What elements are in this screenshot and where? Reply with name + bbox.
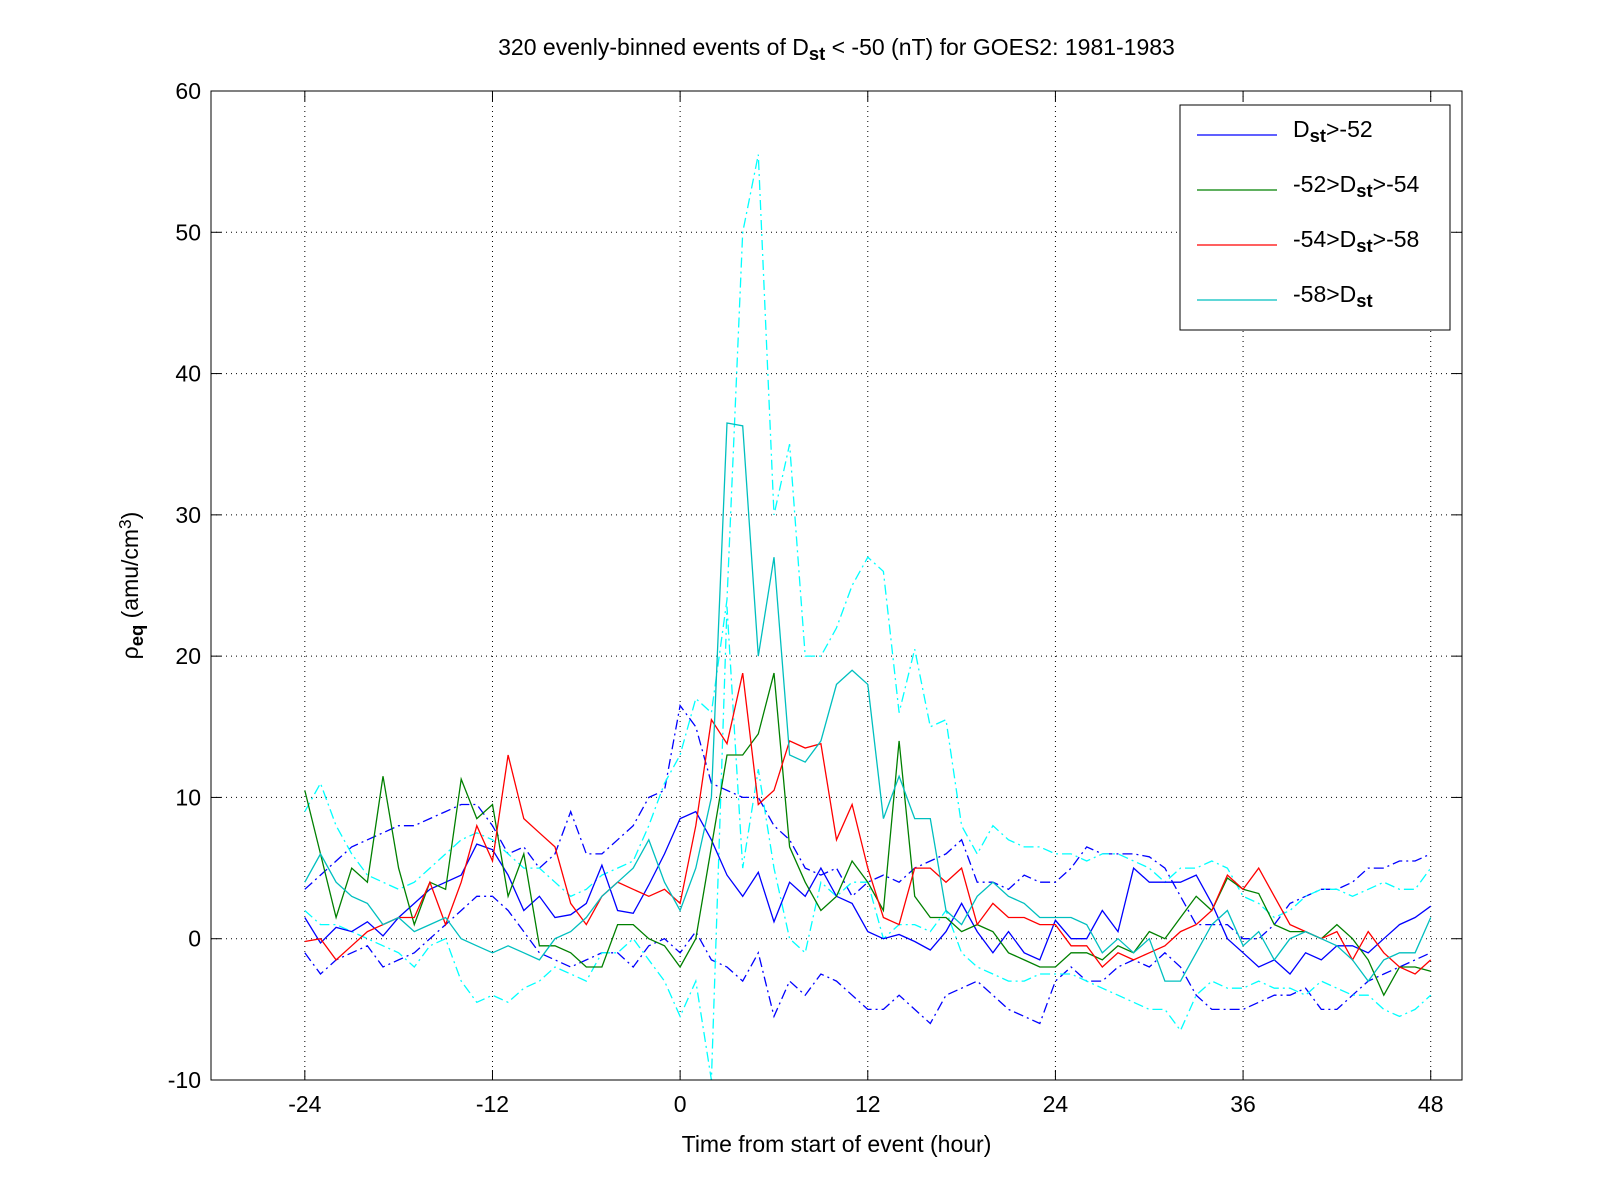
chart-title: 320 evenly-binned events of Dst < -50 (n…: [498, 34, 1175, 64]
series-line: [304, 810, 1432, 975]
legend-label-part: st: [1356, 180, 1372, 201]
legend-label-part: -54>D: [1293, 226, 1356, 252]
series-line: [304, 672, 1432, 975]
y-tick-label: 40: [175, 361, 201, 387]
legend-label: -52>Dst>-54: [1293, 171, 1420, 201]
y-tick-label: 10: [175, 784, 201, 810]
legend-label-part: st: [1356, 235, 1372, 256]
band-line: [304, 895, 1431, 1025]
y-tick-label: 0: [188, 926, 201, 952]
band-line: [304, 154, 1432, 919]
series-line: [304, 422, 1432, 983]
legend-label: Dst>-52: [1293, 116, 1373, 146]
y-axis-label-part: eq: [126, 625, 147, 646]
legend-label: -54>Dst>-58: [1293, 226, 1419, 256]
legend-label: -58>Dst: [1293, 281, 1373, 311]
y-axis-label-part: (amu/cm: [117, 529, 143, 625]
legend-box: [1179, 104, 1451, 331]
y-axis-label-part: 3: [115, 519, 135, 529]
chart-title-part: st: [809, 43, 825, 64]
chart-title-part: 320 evenly-binned events of D: [498, 34, 809, 60]
y-axis-label: ρeq (amu/cm3): [115, 512, 147, 660]
legend-label-part: st: [1310, 125, 1326, 146]
legend-label-part: >-58: [1373, 226, 1420, 252]
chart-title-part: < -50 (nT) for GOES2: 1981-1983: [825, 34, 1175, 60]
y-tick-label: 60: [175, 78, 201, 104]
x-tick-label: -24: [288, 1091, 321, 1117]
legend-label-part: >-54: [1373, 171, 1420, 197]
x-tick-label: 48: [1418, 1091, 1444, 1117]
y-tick-label: 30: [175, 502, 201, 528]
x-tick-label: -12: [476, 1091, 509, 1117]
legend-label-part: >-52: [1326, 116, 1373, 142]
y-axis-label-part: ρ: [117, 646, 143, 659]
x-tick-label: 0: [674, 1091, 687, 1117]
y-tick-label: 50: [175, 219, 201, 245]
legend-label-part: st: [1356, 290, 1372, 311]
x-tick-label: 12: [855, 1091, 881, 1117]
x-tick-label: 36: [1230, 1091, 1256, 1117]
legend-label-part: -52>D: [1293, 171, 1356, 197]
x-axis-label-part: Time from start of event (hour): [682, 1131, 992, 1157]
axes-box: [210, 90, 1463, 1081]
y-axis-label-part: ): [117, 512, 143, 520]
y-tick-label: 20: [175, 643, 201, 669]
x-axis-label: Time from start of event (hour): [682, 1131, 992, 1157]
y-tick-label: -10: [168, 1067, 201, 1093]
x-tick-label: 24: [1043, 1091, 1069, 1117]
legend-label-part: -58>D: [1293, 281, 1356, 307]
band-line: [304, 704, 1431, 940]
legend-label-part: D: [1293, 116, 1310, 142]
